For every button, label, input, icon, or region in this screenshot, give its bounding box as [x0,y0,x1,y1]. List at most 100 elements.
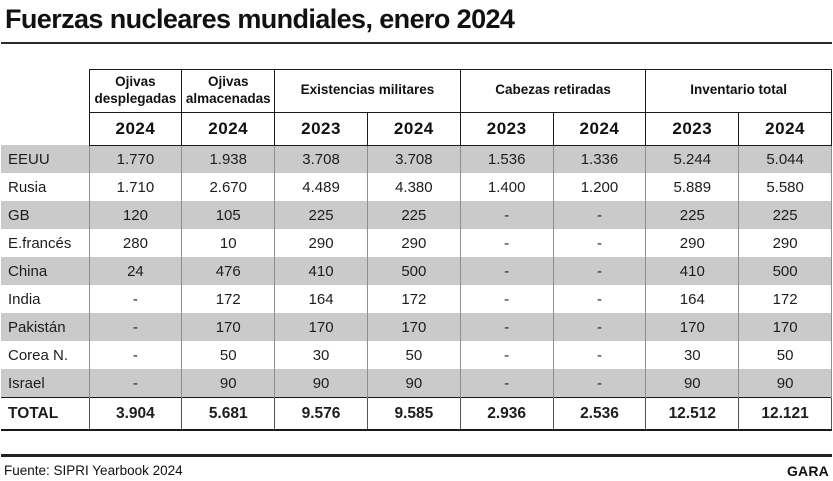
value-cell: 290 [738,229,832,258]
country-label: Rusia [1,173,90,202]
year-header-row: 2024 2024 2023 2024 2023 2024 2023 2024 [1,111,832,146]
value-cell: - [459,313,554,342]
value-cell: 170 [738,313,832,342]
value-cell: 5.044 [738,145,832,174]
source-note: Fuente: SIPRI Yearbook 2024 [4,463,183,479]
table-row: Corea N. -50 30 50- -30 50 [1,341,832,370]
value-cell: 90 [366,369,461,398]
value-cell: 5.889 [645,173,740,202]
value-cell: 2.670 [181,173,276,202]
value-cell: 50 [181,341,276,370]
year-header: 2024 [738,111,832,146]
value-cell: 90 [645,369,740,398]
value-cell: 1.710 [88,173,183,202]
total-value-cell: 12.512 [645,396,740,432]
value-cell: 120 [88,201,183,230]
value-cell: 290 [274,229,368,258]
value-cell: 50 [366,341,461,370]
table-row: India -172 164 172- -164 172 [1,285,832,314]
value-cell: 172 [738,285,832,314]
total-row: TOTAL 3.904 5.681 9.576 9.585 2.936 2.536 12.51… [1,396,832,432]
country-label: India [1,285,90,314]
value-cell: - [88,285,183,314]
country-label: GB [1,201,90,230]
total-value-cell: 2.936 [459,396,554,432]
year-header: 2024 [88,111,183,146]
value-cell: 1.400 [459,173,554,202]
footer-divider [1,454,832,458]
total-value-cell: 9.585 [366,396,461,432]
country-label: Pakistán [1,313,90,342]
value-cell: - [552,313,647,342]
value-cell: 30 [645,341,740,370]
value-cell: 164 [274,285,368,314]
table-body: EEUU 1.770 1.938 3.708 3.708 1.536 1.336 5.244 5… [1,145,832,432]
value-cell: - [552,201,647,230]
value-cell: 30 [274,341,368,370]
value-cell: 1.336 [552,145,647,174]
value-cell: 24 [88,257,183,286]
value-cell: - [552,257,647,286]
column-group-header: Ojivas almacenadas [181,68,276,113]
value-cell: 170 [645,313,740,342]
column-group-header: Inventario total [645,68,832,113]
year-header: 2024 [552,111,647,146]
table-row: Israel -90 90 90- -90 90 [1,369,832,398]
value-cell: 410 [645,257,740,286]
total-label: TOTAL [1,396,90,432]
year-header: 2023 [645,111,740,146]
value-cell: 410 [274,257,368,286]
value-cell: 4.489 [274,173,368,202]
value-cell: 225 [738,201,832,230]
value-cell: 172 [181,285,276,314]
table-row: E.francés 280 10 290 290- -290 290 [1,229,832,258]
value-cell: - [552,229,647,258]
country-label: Israel [1,369,90,398]
value-cell: 1.200 [552,173,647,202]
table-row: Rusia 1.710 2.670 4.489 4.380 1.400 1.200 5.889… [1,173,832,202]
group-header-row: Ojivas desplegadas Ojivas almacenadas Exis… [1,68,832,113]
column-group-header: Cabezas retiradas [459,68,647,113]
total-value-cell: 9.576 [274,396,368,432]
title-divider [1,41,832,44]
value-cell: 90 [274,369,368,398]
year-header: 2024 [366,111,461,146]
value-cell: 170 [181,313,276,342]
country-label: E.francés [1,229,90,258]
value-cell: 1.770 [88,145,183,174]
page-title: Fuerzas nucleares mundiales, enero 2024 [5,4,515,34]
value-cell: - [459,341,554,370]
value-cell: 5.580 [738,173,832,202]
value-cell: 170 [274,313,368,342]
value-cell: 290 [366,229,461,258]
column-group-header: Ojivas desplegadas [88,68,183,113]
table-row: EEUU 1.770 1.938 3.708 3.708 1.536 1.336 5.244 5… [1,145,832,174]
value-cell: 164 [645,285,740,314]
value-cell: 90 [181,369,276,398]
value-cell: 500 [738,257,832,286]
table-row: GB 120 105 225 225- -225 225 [1,201,832,230]
value-cell: 290 [645,229,740,258]
year-header: 2024 [181,111,276,146]
value-cell: - [459,257,554,286]
value-cell: 3.708 [274,145,368,174]
table-header: Ojivas desplegadas Ojivas almacenadas Exis… [1,68,832,146]
value-cell: - [459,285,554,314]
total-value-cell: 12.121 [738,396,832,432]
value-cell: - [88,369,183,398]
value-cell: - [459,369,554,398]
year-header: 2023 [459,111,554,146]
column-group-header: Existencias militares [274,68,461,113]
brand-logo: GARA [786,463,829,480]
value-cell: 225 [645,201,740,230]
value-cell: 1.938 [181,145,276,174]
value-cell: 105 [181,201,276,230]
value-cell: 5.244 [645,145,740,174]
country-label: EEUU [1,145,90,174]
value-cell: - [552,285,647,314]
value-cell: - [88,341,183,370]
value-cell: 10 [181,229,276,258]
nuclear-forces-table: Ojivas desplegadas Ojivas almacenadas Exis… [1,68,832,432]
value-cell: 280 [88,229,183,258]
total-value-cell: 5.681 [181,396,276,432]
